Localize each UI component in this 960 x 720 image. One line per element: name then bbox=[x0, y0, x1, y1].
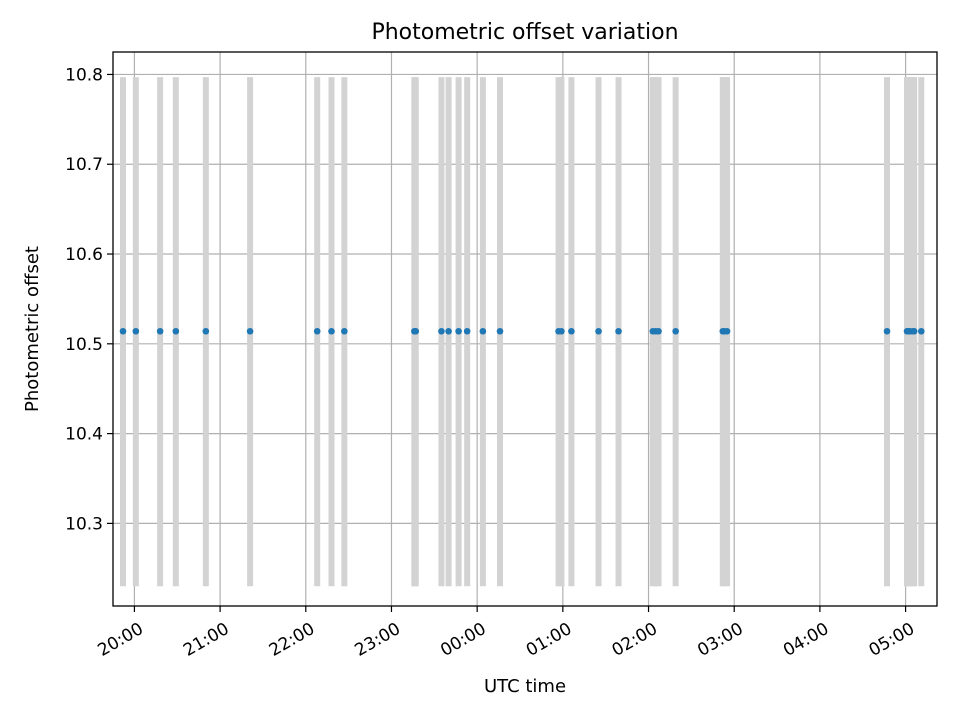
x-tick-label: 00:00 bbox=[437, 619, 489, 661]
exposure-bands bbox=[119, 77, 925, 587]
data-point bbox=[246, 327, 254, 335]
y-tick-label: 10.8 bbox=[65, 65, 103, 85]
data-point bbox=[341, 327, 348, 335]
data-point bbox=[202, 327, 210, 335]
x-tick-label: 03:00 bbox=[694, 619, 746, 661]
x-axis-ticks: 20:00 21:00 22:00 23:00 00:00 01:00 02:00 03:00… bbox=[94, 606, 918, 661]
data-point bbox=[172, 327, 180, 335]
chart-title: Photometric offset variation bbox=[371, 20, 678, 45]
data-point bbox=[910, 327, 918, 335]
x-tick-label: 01:00 bbox=[523, 619, 575, 661]
data-point bbox=[313, 327, 321, 335]
y-axis-ticks: 10.3 10.4 10.5 10.6 10.7 10.8 bbox=[65, 65, 113, 534]
x-tick-label: 05:00 bbox=[866, 619, 918, 661]
data-point bbox=[883, 327, 891, 335]
data-point bbox=[655, 327, 662, 335]
data-point bbox=[479, 327, 487, 335]
plot-frame bbox=[112, 51, 938, 607]
y-tick-label: 10.7 bbox=[65, 155, 103, 175]
data-point bbox=[455, 327, 462, 335]
data-point bbox=[672, 327, 679, 335]
data-point bbox=[156, 327, 164, 335]
data-point bbox=[412, 327, 420, 335]
data-point bbox=[595, 327, 602, 335]
data-point bbox=[723, 327, 731, 335]
y-axis-label: Photometric offset bbox=[22, 246, 43, 412]
data-point bbox=[917, 327, 925, 335]
data-points bbox=[119, 327, 925, 335]
x-tick-label: 20:00 bbox=[94, 619, 146, 661]
grid bbox=[113, 52, 937, 606]
x-tick-label: 22:00 bbox=[266, 619, 318, 661]
data-point bbox=[328, 327, 335, 335]
data-point bbox=[568, 327, 575, 335]
x-tick-label: 21:00 bbox=[180, 619, 232, 661]
data-point bbox=[496, 327, 504, 335]
x-tick-label: 23:00 bbox=[352, 619, 404, 661]
y-tick-label: 10.6 bbox=[65, 245, 103, 265]
x-axis-label: UTC time bbox=[484, 676, 566, 697]
x-tick-label: 04:00 bbox=[780, 619, 832, 661]
data-point bbox=[132, 327, 140, 335]
data-point bbox=[463, 327, 471, 335]
y-tick-label: 10.3 bbox=[65, 514, 103, 534]
y-tick-label: 10.4 bbox=[65, 425, 103, 445]
x-tick-label: 02:00 bbox=[609, 619, 661, 661]
data-point bbox=[119, 327, 127, 335]
data-point bbox=[615, 327, 622, 335]
data-point bbox=[558, 327, 565, 335]
data-point bbox=[445, 327, 452, 335]
data-point bbox=[438, 327, 445, 335]
y-tick-label: 10.5 bbox=[65, 335, 103, 355]
